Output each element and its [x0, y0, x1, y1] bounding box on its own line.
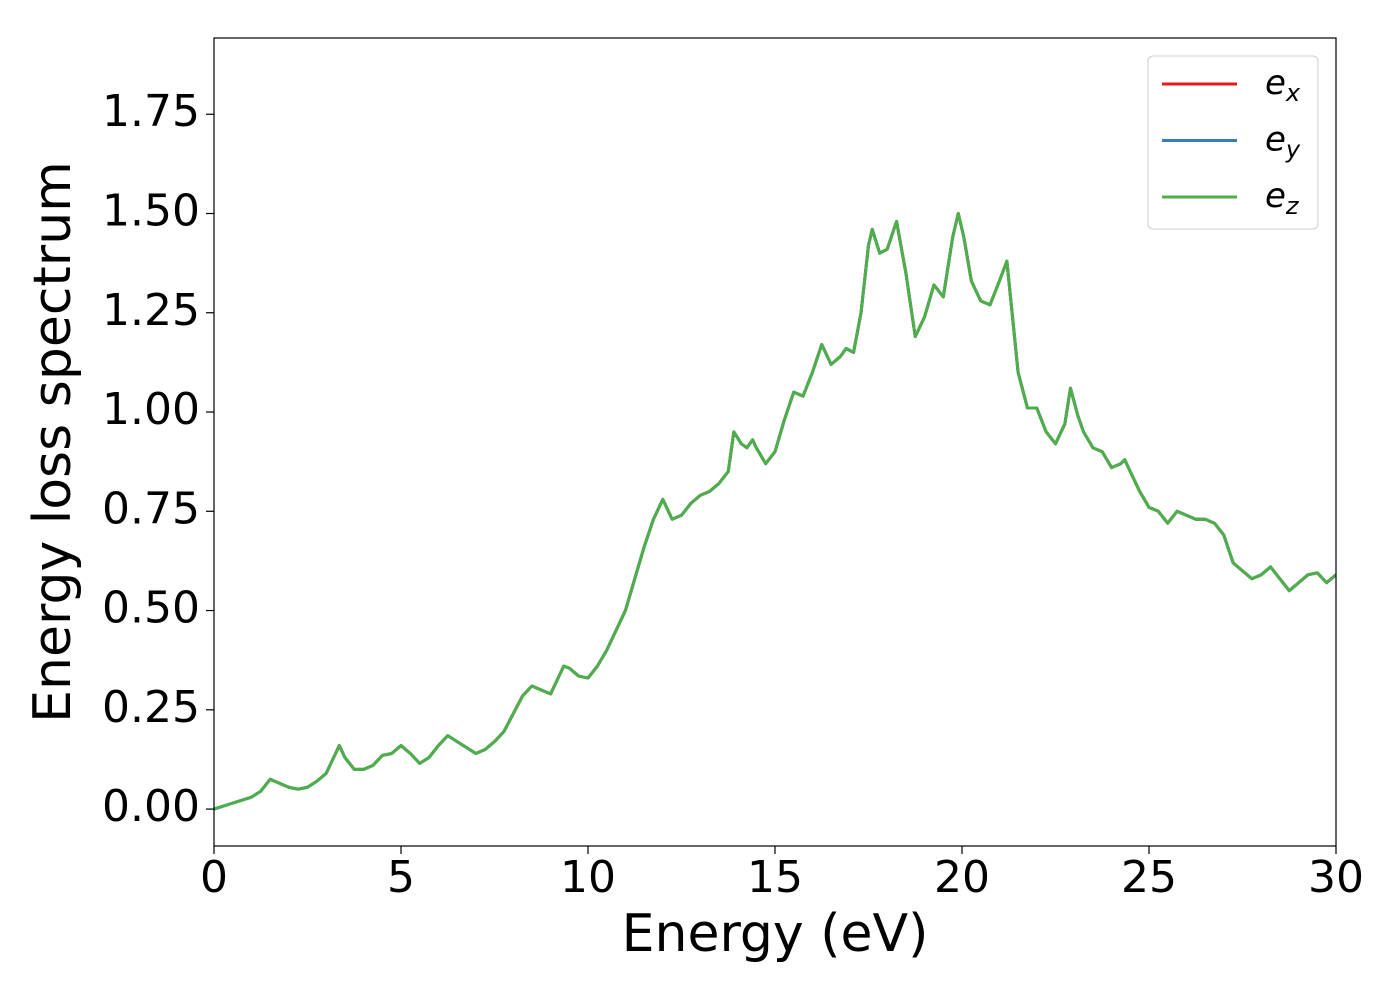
legend-label: ey [1265, 119, 1301, 164]
y-tick-label: 1.00 [102, 384, 200, 435]
legend-label: ez [1265, 176, 1300, 221]
y-tick-label: 0.25 [102, 682, 200, 733]
x-tick-label: 5 [387, 852, 415, 903]
x-tick-label: 20 [934, 852, 990, 903]
series-line [214, 212, 1336, 811]
y-tick-label: 0.00 [102, 781, 200, 832]
y-tick-label: 1.50 [102, 185, 200, 236]
x-axis-label: Energy (eV) [622, 904, 929, 964]
y-axis-label: Energy loss spectrum [23, 161, 83, 723]
plot-area [214, 212, 1336, 811]
x-tick-label: 30 [1308, 852, 1364, 903]
x-tick-label: 0 [200, 852, 228, 903]
series-line [214, 212, 1336, 811]
y-tick-label: 1.25 [102, 285, 200, 336]
legend-label: ex [1265, 63, 1301, 108]
x-tick-label: 25 [1121, 852, 1177, 903]
y-tick-label: 0.75 [102, 483, 200, 534]
y-tick-label: 0.50 [102, 583, 200, 634]
x-tick-label: 15 [747, 852, 803, 903]
x-tick-label: 10 [560, 852, 616, 903]
series-line [214, 212, 1336, 811]
y-tick-label: 1.75 [102, 86, 200, 137]
legend [1147, 55, 1319, 230]
